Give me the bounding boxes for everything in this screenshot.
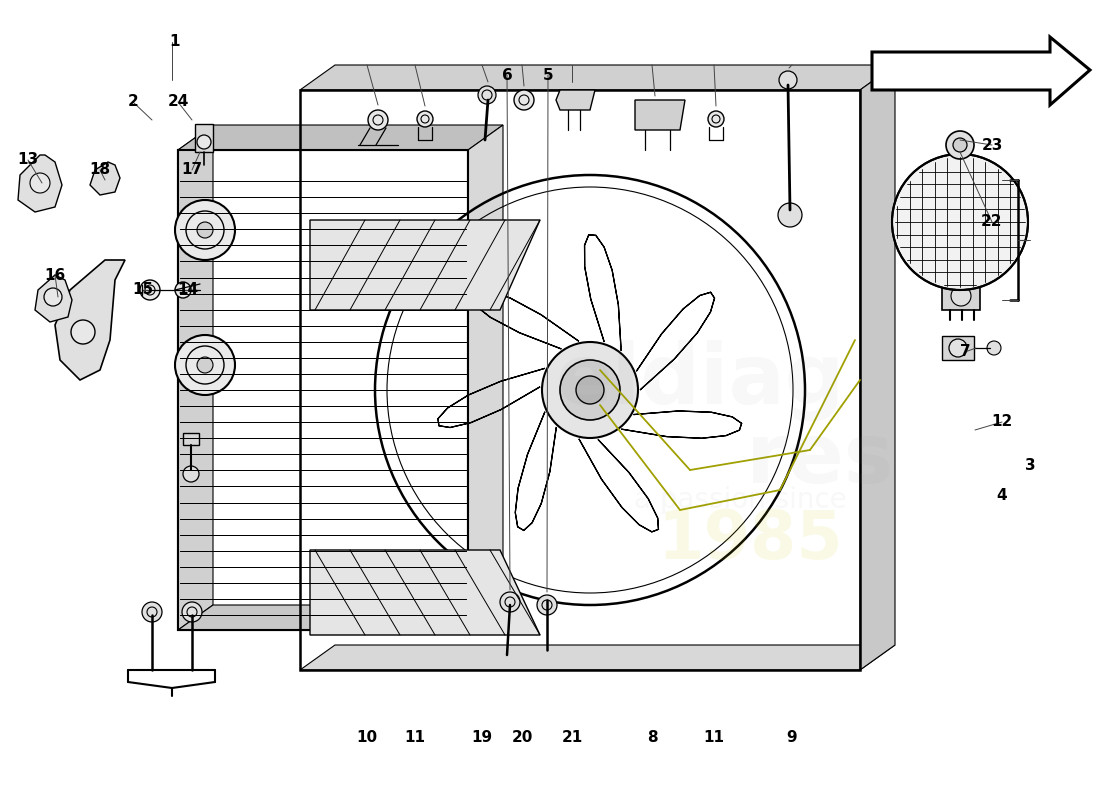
Polygon shape xyxy=(621,411,741,438)
Circle shape xyxy=(542,342,638,438)
Polygon shape xyxy=(310,220,540,310)
Text: 14: 14 xyxy=(177,282,199,298)
Text: 7: 7 xyxy=(959,345,970,359)
Text: 11: 11 xyxy=(405,730,426,746)
Circle shape xyxy=(560,360,620,420)
Text: 15: 15 xyxy=(132,282,154,298)
Circle shape xyxy=(182,602,202,622)
Text: res: res xyxy=(746,419,893,501)
Circle shape xyxy=(44,288,62,306)
Circle shape xyxy=(478,86,496,104)
Text: 1985: 1985 xyxy=(657,507,843,573)
Circle shape xyxy=(892,154,1028,290)
Polygon shape xyxy=(178,605,503,630)
Circle shape xyxy=(72,320,95,344)
Circle shape xyxy=(953,138,967,152)
Polygon shape xyxy=(860,65,895,670)
Circle shape xyxy=(197,357,213,373)
Polygon shape xyxy=(579,438,659,532)
Bar xyxy=(942,336,974,360)
Bar xyxy=(195,124,213,152)
Polygon shape xyxy=(637,292,715,390)
Polygon shape xyxy=(872,37,1090,105)
Bar xyxy=(178,150,468,630)
Polygon shape xyxy=(635,100,685,130)
Circle shape xyxy=(949,339,967,357)
Text: 19: 19 xyxy=(472,730,493,746)
Polygon shape xyxy=(90,162,120,195)
Text: 24: 24 xyxy=(167,94,189,110)
Text: 22: 22 xyxy=(981,214,1003,230)
Polygon shape xyxy=(178,125,503,150)
Circle shape xyxy=(576,376,604,404)
Text: 3: 3 xyxy=(1025,458,1035,473)
Circle shape xyxy=(778,203,802,227)
Polygon shape xyxy=(55,260,125,380)
Circle shape xyxy=(500,592,520,612)
Polygon shape xyxy=(438,368,544,427)
Circle shape xyxy=(708,111,724,127)
Circle shape xyxy=(183,466,199,482)
Circle shape xyxy=(952,286,971,306)
Text: 23: 23 xyxy=(981,138,1003,153)
Text: 12: 12 xyxy=(991,414,1013,430)
Text: 13: 13 xyxy=(18,153,38,167)
Text: 20: 20 xyxy=(512,730,532,746)
Circle shape xyxy=(140,280,159,300)
Circle shape xyxy=(779,71,798,89)
Polygon shape xyxy=(310,550,540,635)
Circle shape xyxy=(30,173,50,193)
Circle shape xyxy=(537,595,557,615)
Circle shape xyxy=(175,200,235,260)
Bar xyxy=(183,433,199,445)
Text: 18: 18 xyxy=(89,162,111,178)
Polygon shape xyxy=(584,234,621,351)
Bar xyxy=(300,90,860,670)
Circle shape xyxy=(175,335,235,395)
Text: 11: 11 xyxy=(704,730,725,746)
Text: 4: 4 xyxy=(997,487,1008,502)
Polygon shape xyxy=(515,412,557,530)
Text: 16: 16 xyxy=(44,267,66,282)
Polygon shape xyxy=(556,90,595,110)
Text: a passion since: a passion since xyxy=(634,486,846,514)
Text: 21: 21 xyxy=(561,730,583,746)
Text: 9: 9 xyxy=(786,730,798,746)
Circle shape xyxy=(417,111,433,127)
Circle shape xyxy=(368,110,388,130)
Text: 2: 2 xyxy=(128,94,139,110)
Circle shape xyxy=(987,341,1001,355)
Circle shape xyxy=(946,131,974,159)
Text: 8: 8 xyxy=(647,730,658,746)
Polygon shape xyxy=(300,645,895,670)
Text: 5: 5 xyxy=(542,67,553,82)
Circle shape xyxy=(197,222,213,238)
Bar xyxy=(942,282,980,310)
Circle shape xyxy=(197,135,211,149)
Bar xyxy=(178,150,468,630)
Text: 6: 6 xyxy=(502,67,513,82)
Text: 1: 1 xyxy=(169,34,180,50)
Polygon shape xyxy=(468,125,503,630)
Circle shape xyxy=(175,282,191,298)
Text: 10: 10 xyxy=(356,730,377,746)
Polygon shape xyxy=(300,65,895,90)
Polygon shape xyxy=(178,125,213,630)
Circle shape xyxy=(514,90,534,110)
Circle shape xyxy=(142,602,162,622)
Polygon shape xyxy=(468,289,579,349)
Polygon shape xyxy=(35,275,72,322)
Text: 17: 17 xyxy=(182,162,202,178)
Polygon shape xyxy=(18,155,62,212)
Text: eldiag: eldiag xyxy=(556,339,845,421)
